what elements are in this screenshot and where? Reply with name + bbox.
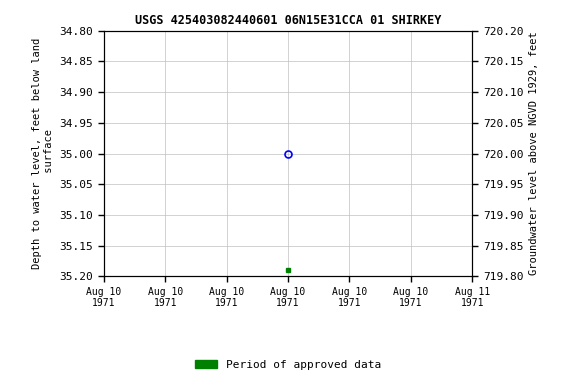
Y-axis label: Groundwater level above NGVD 1929, feet: Groundwater level above NGVD 1929, feet — [529, 32, 539, 275]
Y-axis label: Depth to water level, feet below land
 surface: Depth to water level, feet below land su… — [32, 38, 54, 269]
Title: USGS 425403082440601 06N15E31CCA 01 SHIRKEY: USGS 425403082440601 06N15E31CCA 01 SHIR… — [135, 14, 441, 27]
Legend: Period of approved data: Period of approved data — [191, 356, 385, 375]
